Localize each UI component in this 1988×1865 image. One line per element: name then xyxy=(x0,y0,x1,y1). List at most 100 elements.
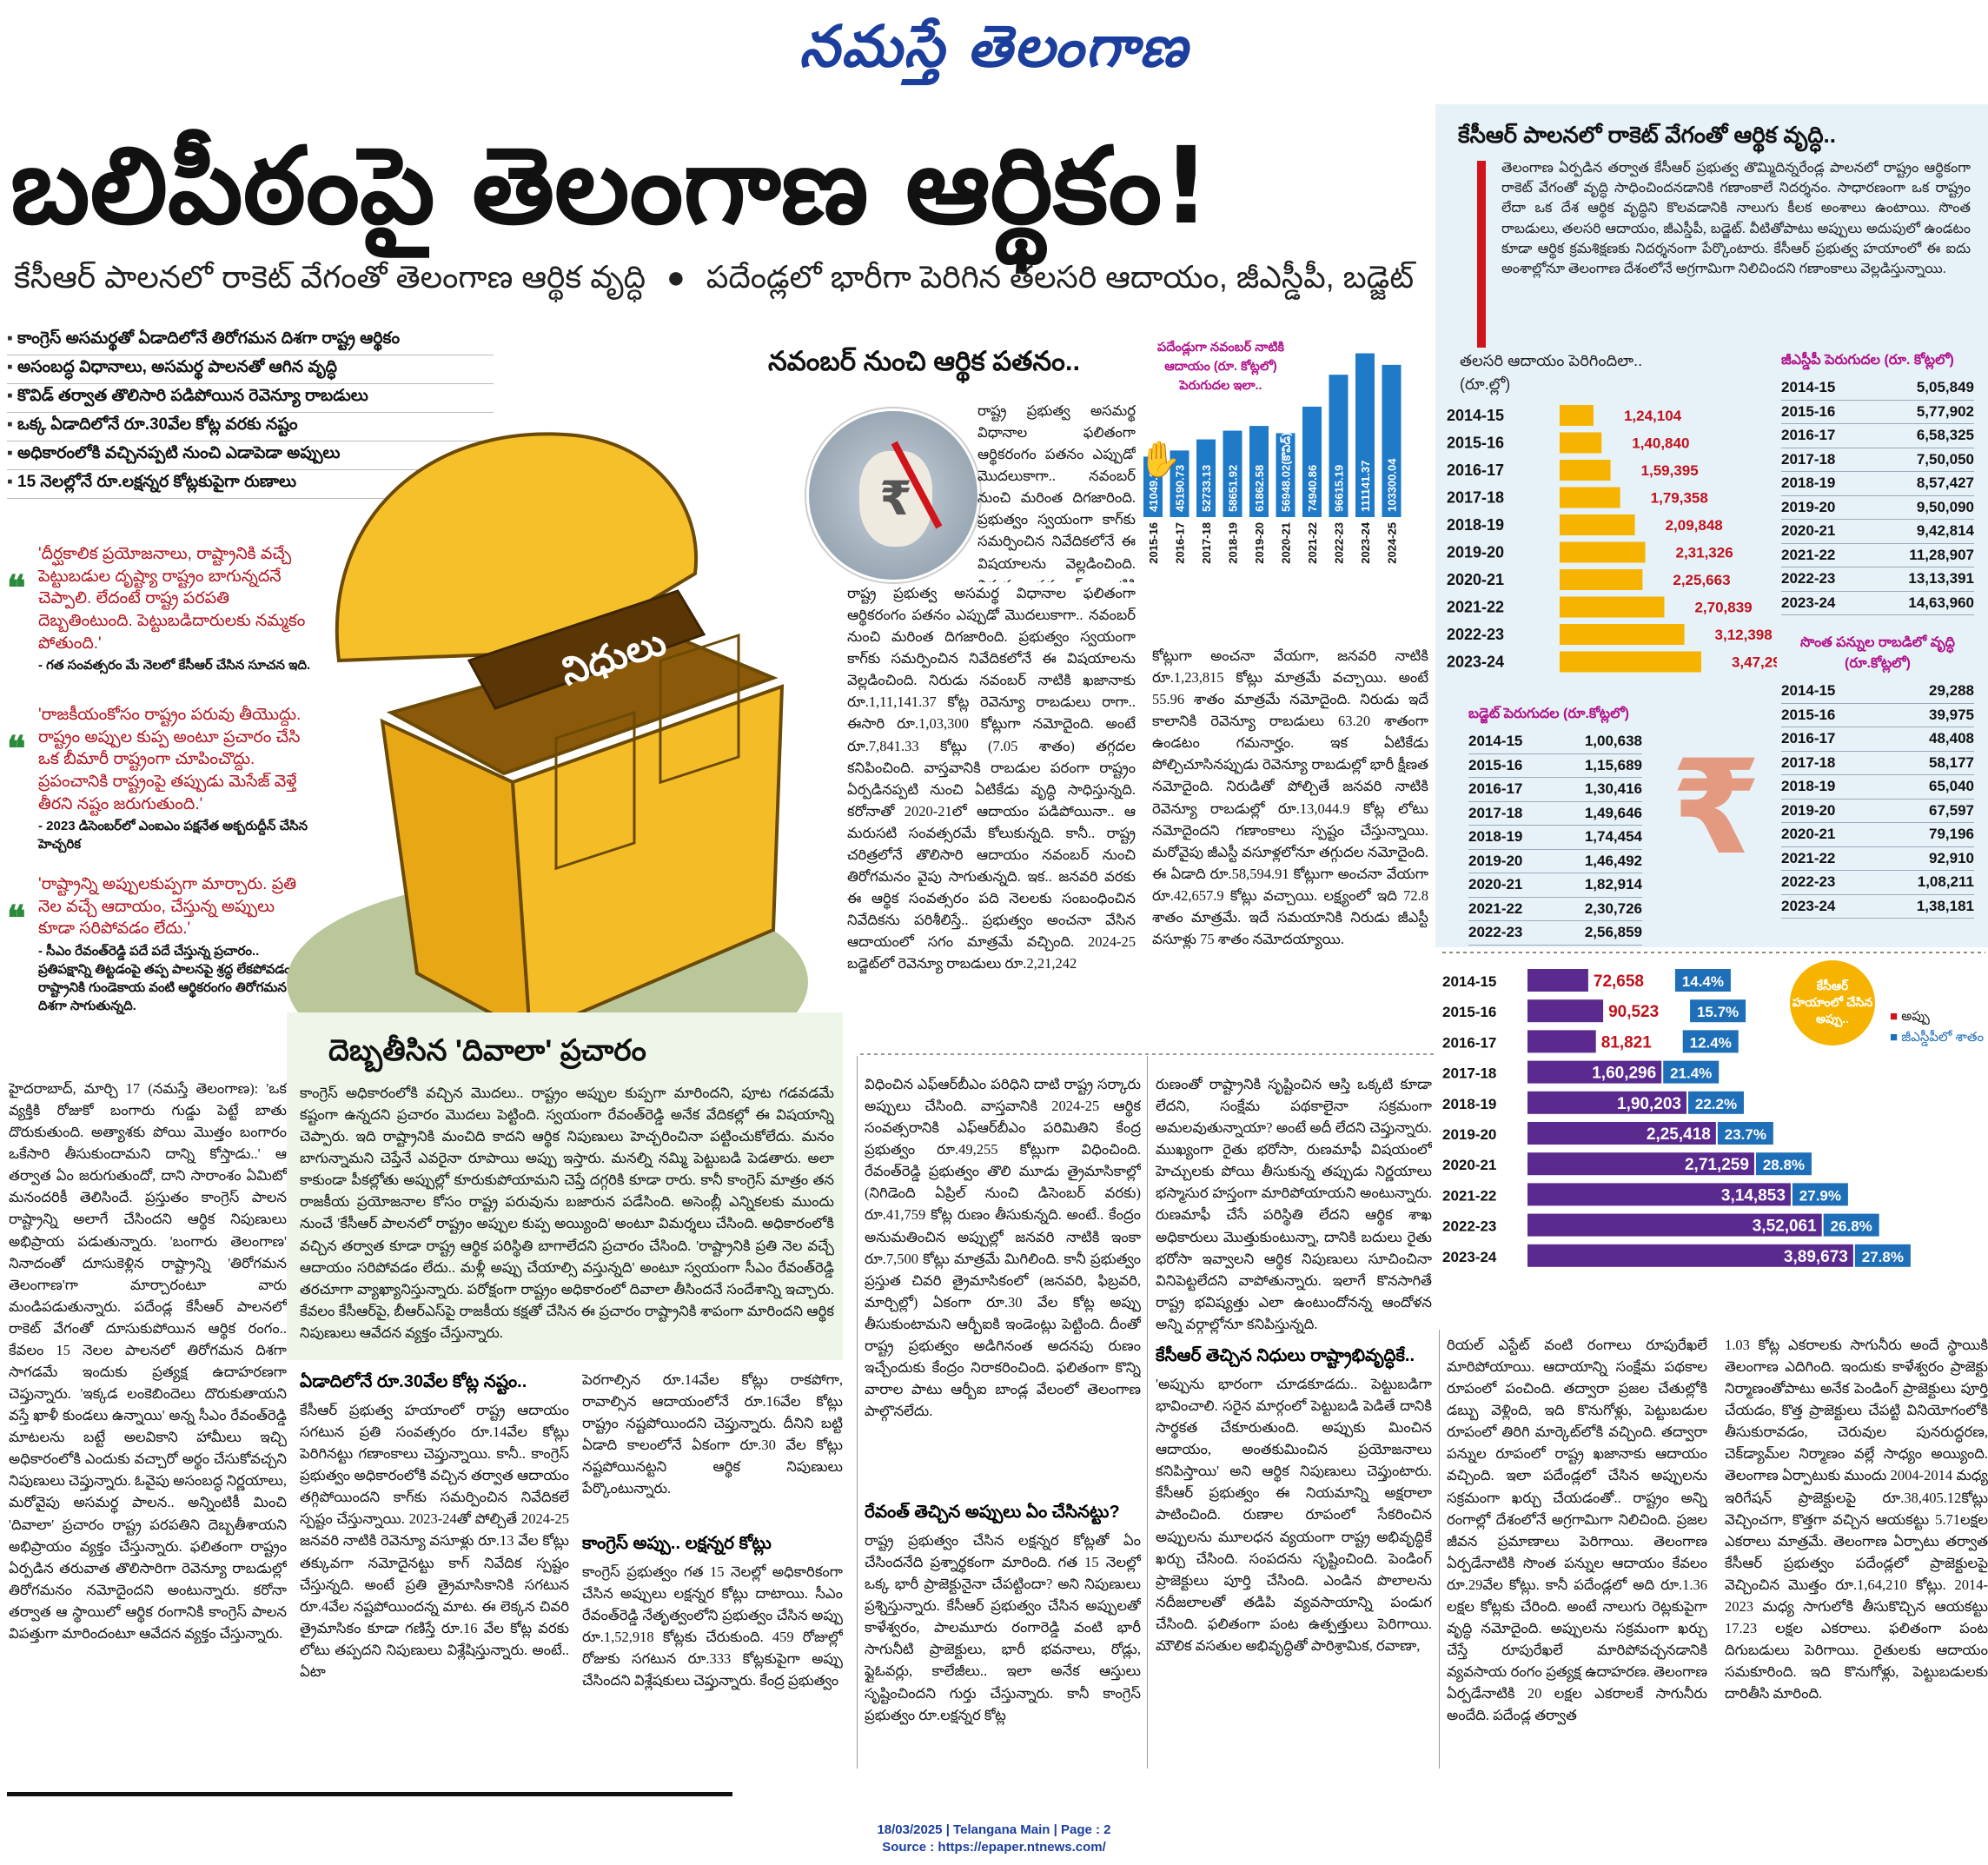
revenue-bar-label: 52733.13 xyxy=(1200,465,1213,512)
debt-year: 2023-24 xyxy=(1442,1249,1497,1265)
debt-year: 2017-18 xyxy=(1442,1065,1496,1082)
table-row: 2023-24 1,38,181 xyxy=(1781,895,1974,919)
frbm-article: విధించిన ఎఫ్‌ఆర్‌బీఎం పరిధిని దాటి రాష్ట… xyxy=(865,1076,1141,1420)
subhead-1: కేసీఆర్ పాలనలో రాకెట్ వేగంతో తెలంగాణ ఆర్… xyxy=(14,259,646,295)
debt-year: 2022-23 xyxy=(1442,1218,1496,1235)
table-value: 67,597 xyxy=(1929,801,1974,819)
revenue-bar-label: 74940.86 xyxy=(1306,465,1319,512)
table-year: 2018-19 xyxy=(1468,828,1523,846)
table-value: 39,975 xyxy=(1929,706,1974,723)
revenue-category-label: 2017-18 xyxy=(1200,522,1213,564)
percapita-bar xyxy=(1560,432,1602,454)
table-row: 2019-20 9,50,090 xyxy=(1781,496,1974,520)
dashed-rule xyxy=(1442,952,1985,953)
debt-pct-bar xyxy=(1755,1152,1812,1176)
percapita-bar xyxy=(1560,405,1594,426)
table-value: 58,177 xyxy=(1929,753,1974,771)
percapita-value: 2,31,326 xyxy=(1676,545,1733,561)
footer-source: Source : https://epaper.ntnews.com/ xyxy=(882,1840,1106,1855)
loss-section: ఏడాదిలోనే రూ.30వేల కోట్ల నష్టం.. కేసీఆర్… xyxy=(300,1369,569,1773)
percapita-year: 2017-18 xyxy=(1447,489,1504,507)
table-row: 2021-22 11,28,907 xyxy=(1781,544,1974,567)
revanth-title: రేవంత్ తెచ్చిన అప్పులు ఏం చేసినట్టు? xyxy=(865,1503,1120,1522)
table-row: 2014-15 5,05,849 xyxy=(1781,376,1974,401)
table-value: 2,30,726 xyxy=(1584,899,1642,917)
footer-date: 18/03/2025 | Telangana Main | Page : 2 xyxy=(877,1822,1111,1837)
table-value: 1,08,211 xyxy=(1917,873,1974,891)
debt-pct-bar xyxy=(1663,1060,1720,1084)
table-year: 2020-21 xyxy=(1781,522,1836,540)
subhead: కేసీఆర్ పాలనలో రాకెట్ వేగంతో తెలంగాణ ఆర్… xyxy=(14,259,1439,303)
rupee-symbol-icon: ₹ xyxy=(1670,733,1762,884)
revenue-bar-label: 58651.92 xyxy=(1227,465,1240,512)
quote-source: - గత సంవత్సరం మే నెలలో కేసీఆర్ చేసిన సూచ… xyxy=(38,658,311,674)
fr-section: విధించిన ఎఫ్‌ఆర్‌బీఎం పరిధిని దాటి రాష్ట… xyxy=(865,1073,1141,1751)
percapita-bar xyxy=(1560,596,1665,618)
table-value: 2,56,859 xyxy=(1584,924,1642,941)
table-row: 2017-18 1,49,646 xyxy=(1468,802,1642,826)
debt-bar xyxy=(1527,1213,1822,1237)
debt-value: 3,89,673 xyxy=(1784,1248,1848,1266)
revenue-bar xyxy=(1249,426,1269,517)
revenue-bar-label: 56948.02(కొవిడ్) xyxy=(1280,433,1293,512)
debt-bar xyxy=(1527,1091,1686,1114)
table-row: 2019-20 67,597 xyxy=(1781,800,1974,823)
percapita-value: 2,09,848 xyxy=(1666,517,1723,534)
irrigation-article-cont: 1.03 కోట్ల ఎకరాలకు సాగునీరు అందే స్థాయిక… xyxy=(1725,1337,1988,1702)
table-year: 2022-23 xyxy=(1781,570,1836,587)
legend-debt: ■ అప్పు xyxy=(1890,1009,1930,1024)
lead-article: హైదరాబాద్, మార్చి 17 (నమస్తే తెలంగాణ): '… xyxy=(9,1080,287,1642)
lakh-title: కాంగ్రెస్ అప్పు.. లక్షన్నర కోట్లు xyxy=(582,1534,772,1553)
loss-article-cont: పెరగాల్సిన రూ.14వేల కోట్లు రాకపోగా, రావా… xyxy=(582,1371,843,1497)
table-year: 2019-20 xyxy=(1781,498,1836,515)
revenue-bar-label: 96615.19 xyxy=(1333,465,1346,512)
percapita-bar xyxy=(1560,569,1643,590)
debt-pct-value: 21.4% xyxy=(1670,1065,1712,1082)
table-year: 2022-23 xyxy=(1468,924,1523,941)
revenue-bar-label: 41049.26 xyxy=(1147,465,1160,512)
own-tax-table: సొంత పన్నుల రాబడిలో వృద్ధి (రూ.కోట్లలో) … xyxy=(1781,633,1974,919)
debt-pct-bar xyxy=(1792,1183,1848,1206)
percapita-value: 1,40,840 xyxy=(1632,435,1689,452)
debt-pct-value: 26.8% xyxy=(1831,1218,1872,1235)
quote-block: ❝ 'రాజకీయంకోసం రాష్ట్రం పరువు తీయొద్దు. … xyxy=(7,704,315,855)
revenue-category-label: 2019-20 xyxy=(1253,522,1266,564)
money-bag-icon: ₹ xyxy=(806,408,980,582)
quote-block: ❝ 'దీర్ఘకాలిక ప్రయోజనాలు, రాష్ట్రానికి వ… xyxy=(7,543,315,676)
debt-bar xyxy=(1527,1030,1596,1053)
percapita-bar xyxy=(1560,651,1701,673)
debt-value: 2,25,418 xyxy=(1647,1125,1711,1144)
percapita-bar xyxy=(1560,460,1611,481)
revenue-bar xyxy=(1170,450,1189,517)
percapita-bar xyxy=(1560,624,1685,645)
table-year: 2017-18 xyxy=(1781,753,1836,771)
percapita-year: 2021-22 xyxy=(1447,599,1504,616)
table-year: 2018-19 xyxy=(1781,475,1836,492)
debt-value: 2,71,259 xyxy=(1685,1156,1749,1174)
debt-value: 3,14,853 xyxy=(1721,1186,1786,1205)
debt-bar xyxy=(1527,1122,1716,1145)
revenue-category-label: 2015-16 xyxy=(1147,522,1160,564)
table-value: 9,50,090 xyxy=(1916,498,1974,515)
percapita-year: 2018-19 xyxy=(1447,516,1504,534)
hand-coin-icon: ✋ xyxy=(1138,440,1182,480)
percapita-bar xyxy=(1560,487,1620,508)
percapita-bar xyxy=(1560,514,1635,535)
table-year: 2019-20 xyxy=(1468,852,1523,869)
gsdp-title: జీఎస్డీపీ పెరుగుదల (రూ. కోట్లలో) xyxy=(1781,353,1954,368)
debt-bar xyxy=(1527,1152,1754,1176)
percapita-year: 2022-23 xyxy=(1447,626,1504,643)
table-value: 1,46,492 xyxy=(1584,852,1642,869)
percapita-year: 2015-16 xyxy=(1447,435,1504,452)
percapita-bar-chart: 2014-15 1,24,104 2015-16 1,40,840 2016-17 1,5… xyxy=(1447,405,1777,673)
debt-value: 81,821 xyxy=(1601,1033,1653,1052)
dashed-rule xyxy=(860,1053,1434,1055)
percapita-value: 1,24,104 xyxy=(1624,408,1682,424)
bottom-rule xyxy=(7,1792,732,1796)
debt-year: 2014-15 xyxy=(1442,973,1496,990)
table-value: 48,408 xyxy=(1929,730,1974,747)
table-row: 2022-23 1,08,211 xyxy=(1781,871,1974,895)
side-text: తెలంగాణ ఏర్పడిన తర్వాత కేసీఆర్ ప్రభుత్వ … xyxy=(1501,161,1971,276)
table-value: 11,28,907 xyxy=(1909,546,1974,563)
revenue-bar xyxy=(1143,456,1163,517)
